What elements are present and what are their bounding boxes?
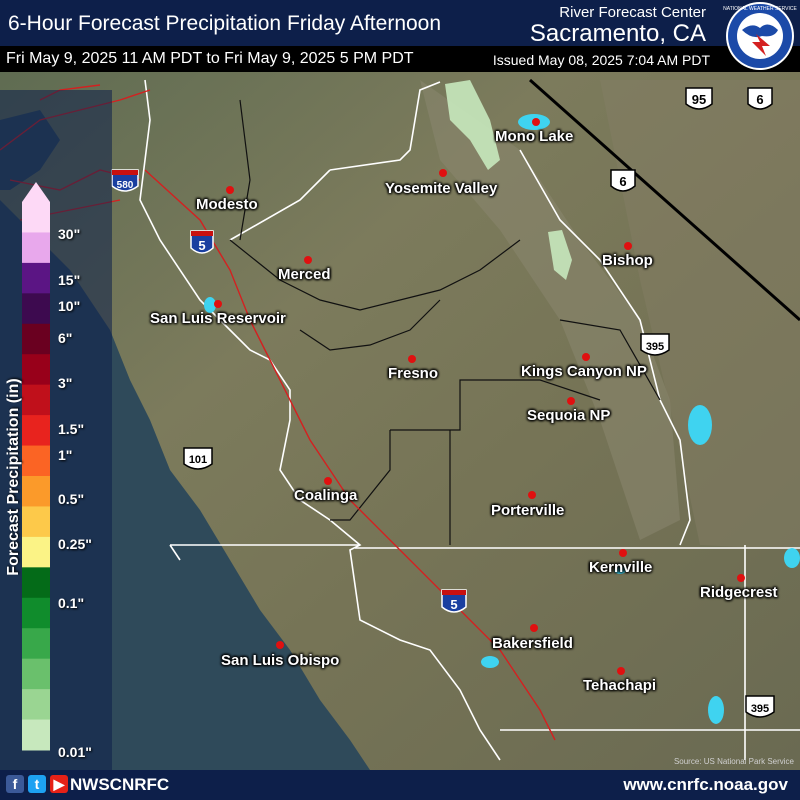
legend-tick-1: 1" bbox=[58, 447, 73, 463]
legend-band bbox=[22, 415, 50, 447]
eastern-desert-terrain bbox=[600, 80, 800, 550]
us101-label: 101 bbox=[189, 454, 207, 466]
legend-band bbox=[22, 506, 50, 538]
us-6-shield-west: 6 bbox=[610, 169, 636, 192]
map-title: 6-Hour Forecast Precipitation Friday Aft… bbox=[8, 12, 442, 35]
interstate-5-shield-north: 5 bbox=[190, 230, 214, 254]
forecast-period: Fri May 9, 2025 11 AM PDT to Fri May 9, … bbox=[6, 50, 414, 67]
city-label-bishop: Bishop bbox=[602, 252, 653, 269]
youtube-icon[interactable]: ▶ bbox=[50, 775, 68, 793]
us95-label: 95 bbox=[692, 92, 706, 107]
us-395-shield-south: 395 bbox=[745, 695, 775, 718]
legend-tick-15: 15" bbox=[58, 272, 81, 288]
issued-time: Issued May 08, 2025 7:04 AM PDT bbox=[492, 52, 710, 68]
i580-label: 580 bbox=[117, 180, 134, 191]
city-label-porterville: Porterville bbox=[491, 502, 565, 519]
legend-tick-0-01: 0.01" bbox=[58, 744, 92, 760]
lakes bbox=[204, 114, 800, 724]
diagonal-boundary bbox=[529, 78, 800, 322]
office-name: Sacramento, CA bbox=[529, 20, 706, 47]
legend-band bbox=[22, 354, 50, 386]
legend-bands bbox=[22, 202, 50, 751]
legend-tick-6: 6" bbox=[58, 330, 73, 346]
legend-band bbox=[22, 476, 50, 507]
city-label-sequoia: Sequoia NP bbox=[527, 407, 611, 424]
facebook-icon[interactable]: f bbox=[6, 775, 24, 793]
us395-south-label: 395 bbox=[751, 703, 769, 715]
us-6-shield-east: 6 bbox=[747, 87, 773, 110]
legend-tick-0-1: 0.1" bbox=[58, 595, 85, 611]
county-lines bbox=[229, 99, 661, 545]
legend-tick-0-5: 0.5" bbox=[58, 491, 85, 507]
city-label-coalinga: Coalinga bbox=[294, 487, 358, 504]
precip-legend: Forecast Precipitation (in) 30" 15" 10" … bbox=[0, 90, 112, 770]
legend-arrow-icon bbox=[22, 182, 50, 202]
website-link[interactable]: www.cnrfc.noaa.gov bbox=[623, 775, 788, 794]
legend-band bbox=[22, 445, 50, 477]
legend-band bbox=[22, 567, 50, 599]
city-label-modesto: Modesto bbox=[196, 196, 258, 213]
city-label-fresno: Fresno bbox=[388, 365, 439, 382]
precip-area-mono bbox=[445, 80, 500, 170]
us395-north-label: 395 bbox=[646, 341, 664, 353]
legend-tick-0-25: 0.25" bbox=[58, 536, 92, 552]
city-label-tehachapi: Tehachapi bbox=[583, 677, 657, 694]
twitter-icon[interactable]: t bbox=[28, 775, 46, 793]
legend-band bbox=[22, 262, 50, 294]
legend-band bbox=[22, 536, 50, 568]
legend-tick-10: 10" bbox=[58, 298, 81, 314]
city-label-bakersfield: Bakersfield bbox=[492, 635, 573, 652]
city-label-san-luis-reservoir: San Luis Reservoir bbox=[150, 310, 286, 327]
legend-title: Forecast Precipitation (in) bbox=[5, 378, 22, 576]
city-markers bbox=[214, 118, 745, 675]
city-label-san-luis-obispo: San Luis Obispo bbox=[221, 652, 340, 669]
us-395-shield-north: 395 bbox=[640, 333, 670, 356]
legend-band bbox=[22, 658, 50, 690]
precipitation-map: 580 5 5 95 6 6 395 395 101 bbox=[0, 72, 800, 770]
interstate-5-shield-south: 5 bbox=[441, 589, 467, 613]
social-handle[interactable]: NWSCNRFC bbox=[70, 775, 170, 794]
interstate-580-shield: 580 bbox=[111, 169, 139, 192]
city-label-merced: Merced bbox=[278, 266, 331, 283]
legend-band bbox=[22, 232, 50, 264]
period-bar bbox=[0, 46, 800, 72]
legend-colorbar bbox=[0, 90, 112, 770]
legend-tick-3: 3" bbox=[58, 375, 73, 391]
us6-west-label: 6 bbox=[619, 174, 626, 189]
legend-band bbox=[22, 384, 50, 416]
legend-band bbox=[22, 323, 50, 355]
city-label-yosemite-valley: Yosemite Valley bbox=[385, 180, 498, 197]
map-credit: Source: US National Park Service bbox=[673, 757, 794, 766]
city-label-mono-lake: Mono Lake bbox=[495, 128, 574, 145]
us-95-shield: 95 bbox=[685, 87, 713, 110]
legend-tick-1-5: 1.5" bbox=[58, 421, 85, 437]
legend-band bbox=[22, 628, 50, 660]
nws-logo-icon: NATIONAL WEATHER SERVICE bbox=[723, 2, 798, 70]
i5-south-label: 5 bbox=[450, 597, 457, 612]
city-label-ridgecrest: Ridgecrest bbox=[700, 584, 778, 601]
legend-tick-30: 30" bbox=[58, 226, 81, 242]
precip-area-white-mtns bbox=[548, 230, 572, 280]
logo-text: NATIONAL WEATHER SERVICE bbox=[723, 6, 797, 12]
footer-bar bbox=[0, 770, 800, 800]
legend-band bbox=[22, 689, 50, 721]
legend-band bbox=[22, 293, 50, 325]
state-boundaries bbox=[139, 79, 800, 761]
legend-band bbox=[22, 202, 50, 233]
city-label-kings-canyon: Kings Canyon NP bbox=[521, 363, 647, 380]
sierra-nevada-terrain bbox=[420, 80, 680, 540]
legend-band bbox=[22, 597, 50, 629]
us-101-shield: 101 bbox=[183, 447, 213, 470]
city-label-kernville: Kernville bbox=[589, 559, 653, 576]
legend-band bbox=[22, 719, 50, 751]
us6-east-label: 6 bbox=[756, 92, 763, 107]
org-name: River Forecast Center bbox=[559, 4, 706, 21]
i5-north-label: 5 bbox=[198, 238, 205, 253]
